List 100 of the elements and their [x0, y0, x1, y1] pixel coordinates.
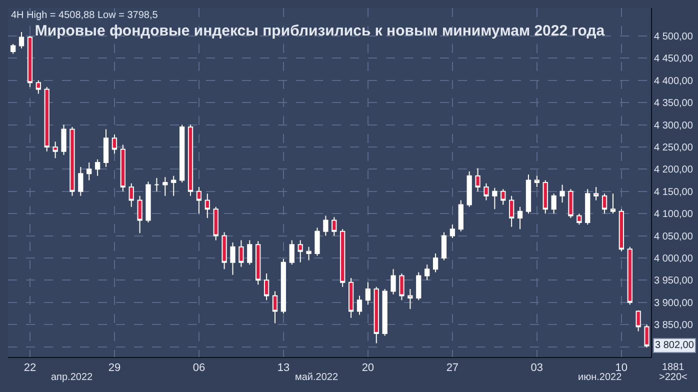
y-tick-label: 4 200,00 [654, 164, 694, 176]
candlestick [323, 215, 328, 236]
candlestick [492, 187, 498, 210]
y-tick-label: 3 850,00 [654, 320, 694, 332]
candlestick [602, 193, 608, 214]
candlestick [484, 182, 489, 201]
candlestick [618, 208, 624, 252]
y-tick-label: 3 900,00 [654, 298, 694, 309]
candlestick [356, 295, 362, 316]
candlestick [340, 228, 346, 288]
candlestick [475, 168, 480, 192]
candlestick [146, 181, 151, 223]
y-tick-label: 4 000,00 [654, 253, 694, 264]
candlestick [27, 35, 33, 88]
candlestick [171, 175, 176, 196]
candlestick [70, 126, 75, 196]
candlestick [18, 31, 24, 49]
candlestick [399, 273, 404, 301]
candlestick [112, 134, 118, 154]
candlestick [103, 128, 109, 168]
text: 3 802,00 [655, 340, 694, 351]
candlestick [534, 175, 540, 188]
candlestick [247, 240, 252, 266]
candlestick [458, 200, 464, 232]
candlestick [348, 277, 354, 318]
text: июн.2022 [578, 372, 622, 383]
candlestick [154, 178, 160, 192]
candlestick [416, 272, 422, 301]
candlestick [264, 273, 270, 301]
y-tick-label: 4 300,00 [654, 120, 694, 132]
candlestick [10, 43, 16, 54]
candlestick [542, 180, 548, 214]
annotation: 4H High = 4508,88 Low = 3798,5 [11, 10, 158, 21]
candlestick [213, 206, 218, 241]
candlestick [196, 186, 202, 214]
candlestick [314, 227, 320, 256]
candlestick [204, 193, 210, 219]
candlestick [86, 162, 92, 181]
candlestick [162, 176, 168, 196]
candlestick [466, 170, 472, 208]
candlestick [128, 182, 134, 208]
y-tick-label: 4 400,00 [654, 76, 694, 87]
candlestick [441, 232, 447, 261]
candlestick [61, 124, 66, 156]
text: апр.2022 [51, 372, 93, 383]
candlestick [188, 124, 194, 196]
x-tick-label: 27 [446, 362, 459, 374]
y-tick-label: 4 150,00 [654, 186, 694, 198]
candlestick [424, 264, 430, 281]
x-tick-label: 20 [362, 362, 374, 374]
candlestick [627, 246, 632, 306]
text: >220< [659, 372, 688, 383]
candlestick [551, 193, 556, 214]
x-tick-label: 10 [615, 362, 628, 374]
text: май.2022 [295, 372, 338, 383]
candlestick [509, 195, 514, 228]
candlestick [230, 242, 236, 276]
y-tick-label: 4 100,00 [654, 209, 694, 220]
candlestick [94, 158, 100, 176]
y-tick-label: 4 450,00 [654, 54, 694, 65]
candlestick [238, 240, 244, 268]
candlestick [78, 166, 84, 196]
y-tick-label: 4 250,00 [654, 142, 694, 154]
candlestick [644, 324, 650, 348]
candlestick [500, 188, 506, 206]
y-tick-label: 3 950,00 [654, 276, 694, 287]
candlestick [365, 282, 371, 306]
y-tick-label: 4 050,00 [654, 231, 694, 242]
x-tick-label: 06 [192, 362, 206, 374]
candlestick [432, 253, 438, 273]
candlestick [256, 240, 261, 286]
candlestick [390, 268, 396, 295]
y-tick-label: 4 500,00 [654, 31, 694, 42]
candlestick [636, 310, 641, 332]
candlestick [332, 216, 337, 236]
candlestick [560, 184, 565, 203]
x-tick-label: 29 [108, 362, 121, 374]
candlestick [517, 206, 523, 230]
candlestick [610, 193, 616, 214]
candlestick [450, 224, 456, 238]
text: Мировые фондовые индексы приблизились к новым минимумам 2022 года [34, 22, 606, 40]
candlestick [526, 174, 532, 214]
candlestick [52, 141, 58, 159]
candlestick [179, 124, 185, 183]
x-tick-label: 22 [24, 362, 36, 374]
candlestick [306, 246, 312, 261]
candlestick [374, 286, 379, 344]
candlestick [585, 188, 590, 226]
candlestick [36, 80, 41, 94]
candlestick [222, 232, 227, 270]
y-tick-label: 4 350,00 [654, 98, 694, 110]
candlestick [280, 258, 286, 314]
candlestick [44, 86, 50, 152]
candlestick [408, 288, 413, 310]
candlestick [568, 188, 574, 219]
candlestick [137, 195, 142, 234]
candlestick [576, 213, 582, 226]
x-tick-label: 13 [277, 362, 290, 374]
candlestick [298, 240, 303, 263]
x-tick-label: 03 [530, 362, 544, 374]
